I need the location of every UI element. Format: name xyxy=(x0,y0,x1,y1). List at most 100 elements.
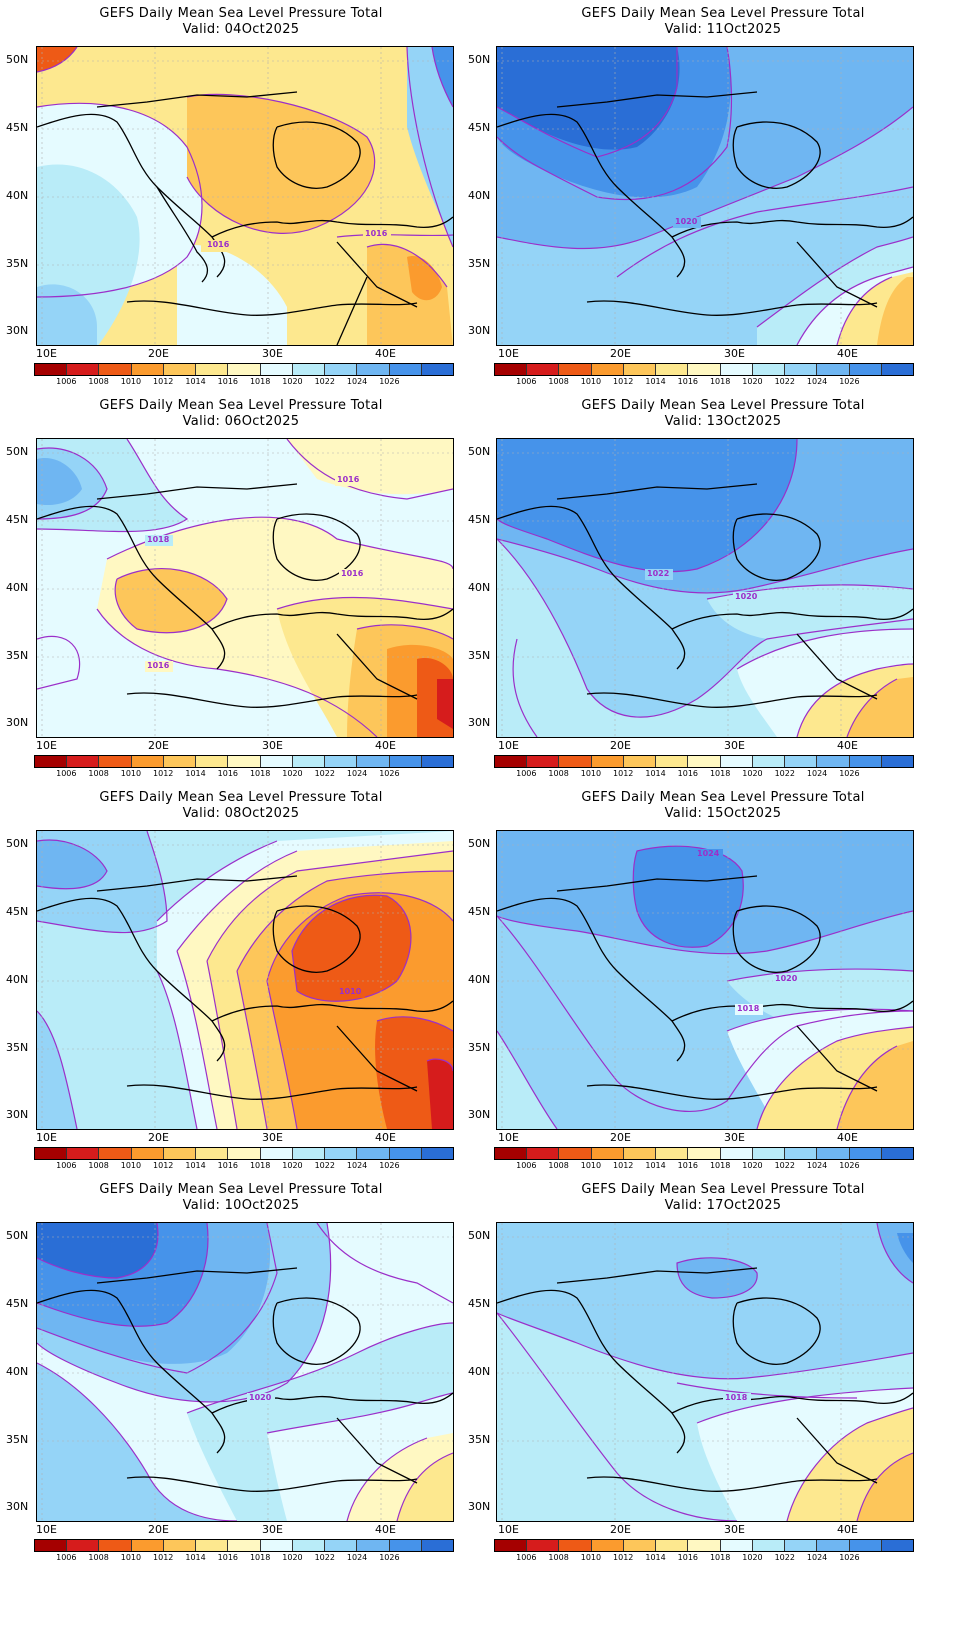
legend-swatch xyxy=(389,1148,422,1159)
legend-swatch xyxy=(881,364,914,375)
lon-label: 40E xyxy=(837,739,858,752)
legend-swatch xyxy=(389,364,422,375)
legend-label: 1010 xyxy=(120,769,142,778)
panel-valid-date: Valid: 06Oct2025 xyxy=(182,414,300,429)
lat-label: 40N xyxy=(6,973,29,986)
contour-label: 1016 xyxy=(337,475,360,484)
legend-swatch xyxy=(357,364,390,375)
legend-swatch xyxy=(228,1540,261,1551)
legend-swatch xyxy=(292,1148,326,1159)
legend-swatch xyxy=(357,756,390,767)
legend-label: 1024 xyxy=(806,377,828,386)
legend-label: 1024 xyxy=(346,1161,368,1170)
lat-label: 35N xyxy=(6,257,29,270)
color-legend-bar xyxy=(34,363,454,376)
legend-label: 1012 xyxy=(613,1553,634,1562)
legend-swatch xyxy=(325,364,358,375)
legend-swatch xyxy=(623,364,657,375)
legend-label: 1020 xyxy=(282,1161,303,1170)
map-panel-17oct: GEFS Daily Mean Sea Level Pressure Total… xyxy=(468,1176,964,1586)
legend-swatch xyxy=(163,364,197,375)
legend-swatch xyxy=(35,364,68,375)
legend-swatch xyxy=(357,1540,390,1551)
legend-swatch xyxy=(688,756,721,767)
legend-label: 1010 xyxy=(120,377,142,386)
legend-label: 1022 xyxy=(314,769,335,778)
legend-swatch xyxy=(260,1540,293,1551)
legend-label: 1014 xyxy=(645,377,666,386)
lat-label: 45N xyxy=(468,513,491,526)
lon-label: 30E xyxy=(724,347,745,360)
color-legend-labels: 1006 1008 1010 1012 1014 1016 1018 1020 1022 1024… xyxy=(494,1553,914,1565)
legend-swatch xyxy=(389,756,422,767)
legend-label: 1026 xyxy=(379,1161,400,1170)
lat-label: 30N xyxy=(6,1108,29,1121)
lat-label: 35N xyxy=(468,257,491,270)
lat-label: 30N xyxy=(6,716,29,729)
legend-label: 1008 xyxy=(88,1553,109,1562)
legend-swatch xyxy=(623,1148,657,1159)
pressure-map: 1016 1018 1016 1016 xyxy=(36,438,454,738)
legend-swatch xyxy=(67,1540,100,1551)
legend-label: 1012 xyxy=(153,1161,174,1170)
color-legend-labels: 1006 1008 1010 1012 1014 1016 1018 1020 1022 1024… xyxy=(34,377,454,389)
lat-label: 30N xyxy=(468,716,491,729)
lat-label: 35N xyxy=(6,1041,29,1054)
pressure-map: 1020 xyxy=(36,1222,454,1522)
contour-label: 1020 xyxy=(735,592,758,601)
legend-swatch xyxy=(163,1148,197,1159)
pressure-map: 1020 1022 xyxy=(496,438,914,738)
contour-label: 1016 xyxy=(341,569,364,578)
lon-label: 20E xyxy=(148,347,169,360)
contour-label: 1022 xyxy=(647,569,670,578)
legend-label: 1016 xyxy=(677,1161,699,1170)
lon-label: 10E xyxy=(498,739,519,752)
legend-label: 1020 xyxy=(742,1161,763,1170)
legend-label: 1026 xyxy=(379,377,400,386)
legend-label: 1010 xyxy=(580,1553,602,1562)
legend-label: 1014 xyxy=(185,1553,206,1562)
legend-label: 1026 xyxy=(379,1553,400,1562)
legend-label: 1014 xyxy=(645,769,666,778)
legend-swatch xyxy=(591,1540,624,1551)
contour-label: 1016 xyxy=(207,240,230,249)
legend-label: 1008 xyxy=(88,1161,109,1170)
legend-swatch xyxy=(421,364,454,375)
legend-swatch xyxy=(752,1540,786,1551)
legend-swatch xyxy=(131,1148,164,1159)
legend-swatch xyxy=(785,1540,818,1551)
legend-label: 1008 xyxy=(548,769,569,778)
panel-title: GEFS Daily Mean Sea Level Pressure Total xyxy=(99,1182,383,1197)
legend-swatch xyxy=(357,1148,390,1159)
color-legend-labels: 1006 1008 1010 1012 1014 1016 1018 1020 1022 1024… xyxy=(494,1161,914,1173)
legend-swatch xyxy=(325,1148,358,1159)
lon-label: 40E xyxy=(375,739,396,752)
legend-label: 1026 xyxy=(839,1161,860,1170)
lon-label: 20E xyxy=(610,1131,631,1144)
lat-label: 40N xyxy=(468,189,491,202)
lon-label: 30E xyxy=(724,1523,745,1536)
legend-swatch xyxy=(228,1148,261,1159)
legend-label: 1010 xyxy=(120,1161,142,1170)
lat-label: 45N xyxy=(6,905,29,918)
legend-swatch xyxy=(495,1148,528,1159)
lat-label: 40N xyxy=(6,189,29,202)
lon-label: 20E xyxy=(610,739,631,752)
legend-swatch xyxy=(720,1148,753,1159)
lat-label: 45N xyxy=(6,513,29,526)
panel-title: GEFS Daily Mean Sea Level Pressure Total xyxy=(581,398,865,413)
legend-label: 1016 xyxy=(677,769,699,778)
legend-label: 1014 xyxy=(185,769,206,778)
legend-swatch xyxy=(817,1148,850,1159)
lon-label: 30E xyxy=(262,347,283,360)
panel-title: GEFS Daily Mean Sea Level Pressure Total xyxy=(581,1182,865,1197)
legend-swatch xyxy=(752,1148,786,1159)
panel-title: GEFS Daily Mean Sea Level Pressure Total xyxy=(581,6,865,21)
pressure-map: 1018 xyxy=(496,1222,914,1522)
legend-label: 1006 xyxy=(516,377,537,386)
legend-swatch xyxy=(720,364,753,375)
lat-label: 50N xyxy=(6,445,29,458)
lon-label: 10E xyxy=(498,1131,519,1144)
contour-label: 1016 xyxy=(365,229,388,238)
legend-swatch xyxy=(527,756,560,767)
